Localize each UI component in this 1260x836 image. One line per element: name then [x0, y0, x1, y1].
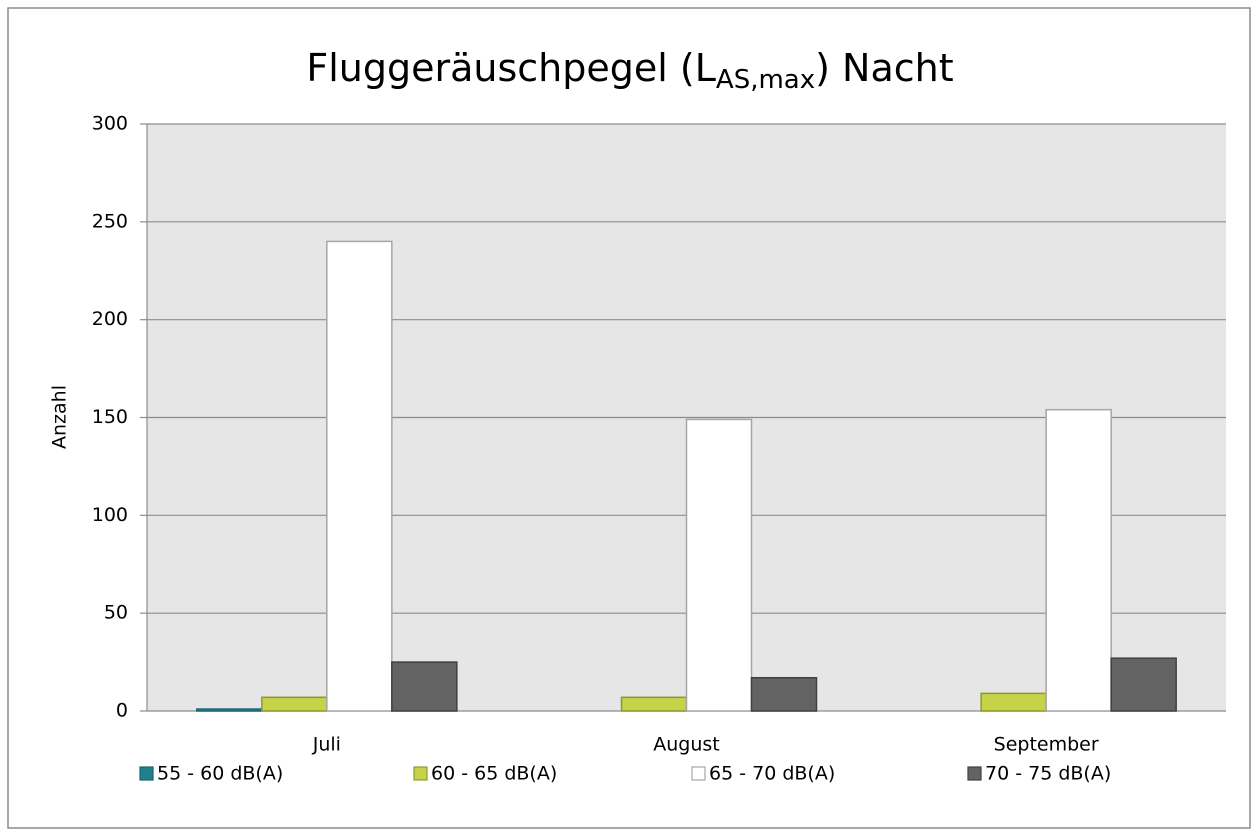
legend-swatch [691, 766, 706, 781]
x-tick-label: Juli [312, 734, 341, 756]
bar [1110, 657, 1177, 712]
bar [620, 696, 688, 712]
bar [391, 661, 458, 712]
legend-swatch [967, 766, 982, 781]
legend-label: 60 - 65 dB(A) [431, 763, 557, 785]
y-axis-label: Anzahl [49, 385, 71, 449]
bar [750, 676, 818, 712]
legend-swatch [413, 766, 428, 781]
y-tick-label: 100 [92, 504, 128, 526]
y-tick-label: 250 [92, 210, 128, 232]
legend-swatch [139, 766, 154, 781]
legend-label: 55 - 60 dB(A) [157, 763, 283, 785]
x-tick-label: August [653, 734, 720, 756]
y-tick-label: 50 [104, 602, 128, 624]
bar [685, 418, 753, 712]
title-subscript: AS,max [716, 65, 815, 95]
x-tick-label: September [994, 734, 1099, 756]
y-tick-label: 300 [92, 113, 128, 135]
bar [261, 696, 328, 712]
chart-title: Fluggeräuschpegel (LAS,max) Nacht [306, 46, 953, 95]
y-tick-label: 0 [116, 700, 128, 722]
legend-label: 70 - 75 dB(A) [985, 763, 1111, 785]
y-tick-label: 150 [92, 406, 128, 428]
bar [980, 692, 1047, 712]
bar [196, 708, 263, 712]
y-tick-label: 200 [92, 308, 128, 330]
legend-label: 65 - 70 dB(A) [709, 763, 835, 785]
title-part: Fluggeräuschpegel (L [306, 46, 716, 90]
title-part: ) Nacht [815, 46, 954, 90]
bar [1045, 408, 1112, 712]
bar [326, 240, 393, 712]
